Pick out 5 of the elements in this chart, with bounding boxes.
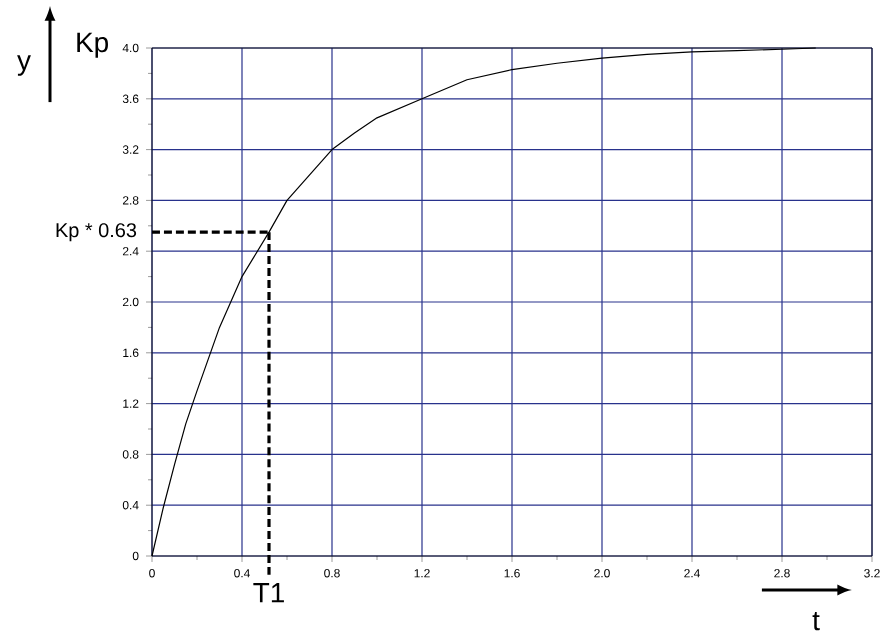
y-axis-title: y (17, 55, 31, 76)
text: Kp (77, 32, 108, 58)
ref-line-label: T1 (253, 583, 284, 603)
ref-line-label: Kp * 0.63 (56, 223, 137, 242)
x-axis-title: t (812, 611, 820, 631)
